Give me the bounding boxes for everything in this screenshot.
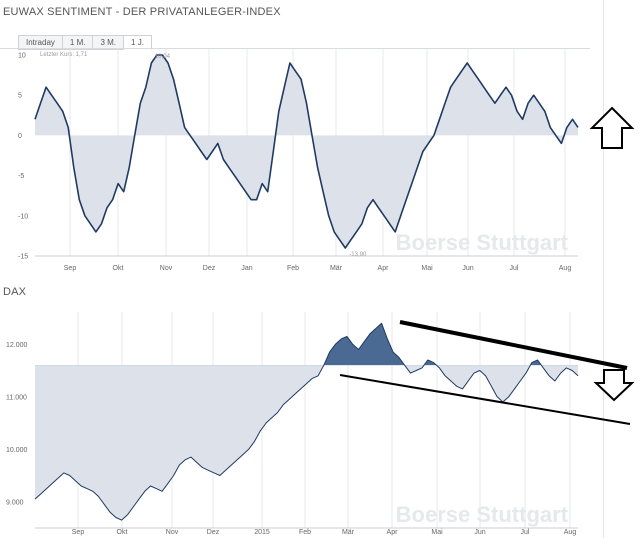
dax-x-tick-label: Mai (431, 529, 443, 536)
tab-intraday[interactable]: Intraday (18, 35, 63, 50)
sentiment-x-tick-label: Mär (330, 265, 343, 272)
sentiment-watermark: Boerse Stuttgart (396, 230, 569, 255)
sentiment-x-tick-label: Apr (378, 265, 390, 272)
sentiment-x-tick-label: Mai (421, 265, 433, 272)
dax-x-tick-label: Nov (166, 529, 179, 536)
page-divider (603, 0, 604, 538)
dax-y-tick-label: 12.000 (6, 342, 28, 349)
last-price-note: Letzter Kurs: 1,71 (40, 52, 88, 58)
max-value-label: 10,04 (155, 54, 171, 60)
sentiment-x-tick-label: Nov (160, 265, 173, 272)
sentiment-x-tick-label: Okt (113, 265, 124, 272)
sentiment-x-tick-label: Jan (241, 265, 252, 272)
dax-chart-title: DAX (3, 286, 27, 298)
arrow-up-icon (589, 106, 635, 149)
sentiment-chart: Boerse Stuttgart 10 5 0 -5 -10 -15 Sep Okt Nov Dez… (18, 49, 579, 272)
tab-1-year[interactable]: 1 J. (124, 35, 152, 50)
sentiment-x-tick-label: Aug (559, 265, 572, 272)
min-value-label: -13,90 (349, 252, 367, 258)
dax-x-tick-label: Sep (72, 529, 85, 536)
sentiment-area (35, 55, 578, 248)
arrow-down-icon (593, 369, 635, 402)
range-tabs: Intraday 1 M. 3 M. 1 J. (18, 35, 152, 50)
dax-x-tick-label: Aug (564, 529, 577, 536)
tabs-divider (0, 48, 590, 49)
sentiment-y-tick-label: 5 (18, 93, 22, 100)
dax-x-tick-label: Apr (387, 529, 399, 536)
sentiment-y-tick-label: 10 (18, 53, 26, 60)
dax-x-tick-label: 2015 (254, 529, 270, 536)
sentiment-x-tick-label: Jun (462, 265, 473, 272)
sentiment-x-tick-label: Dez (203, 265, 216, 272)
dax-x-tick-label: Jul (521, 529, 530, 536)
dax-y-tick-label: 9.000 (6, 499, 24, 506)
dax-x-tick-label: Dez (207, 529, 220, 536)
sentiment-series-line (34, 54, 579, 249)
sentiment-y-tick-label: -5 (18, 173, 24, 180)
sentiment-x-tick-label: Feb (287, 265, 299, 272)
dax-watermark: Boerse Stuttgart (396, 502, 569, 527)
dax-x-tick-label: Mär (342, 529, 355, 536)
sentiment-y-tick-label: -15 (18, 254, 28, 261)
dax-x-tick-label: Okt (117, 529, 128, 536)
lower-trend-line (339, 374, 631, 425)
dax-series-line (34, 322, 579, 521)
upper-trend-line (399, 320, 628, 370)
sentiment-chart-title: EUWAX SENTIMENT - DER PRIVATANLEGER-INDE… (3, 6, 281, 18)
sentiment-x-tick-label: Sep (64, 265, 77, 272)
sentiment-y-tick-label: -10 (18, 213, 28, 220)
dax-chart: Boerse Stuttgart 12.000 11.000 10.000 9.000 S… (6, 312, 579, 536)
dax-y-tick-label: 10.000 (6, 447, 28, 454)
sentiment-y-tick-label: 0 (18, 133, 22, 140)
tab-3-months[interactable]: 3 M. (93, 35, 125, 50)
dax-area (35, 323, 578, 521)
sentiment-x-tick-label: Jul (510, 265, 519, 272)
dax-x-tick-label: Feb (299, 529, 311, 536)
tab-1-month[interactable]: 1 M. (62, 35, 94, 50)
dax-y-tick-label: 11.000 (6, 394, 27, 401)
dax-x-tick-label: Jun (474, 529, 485, 536)
